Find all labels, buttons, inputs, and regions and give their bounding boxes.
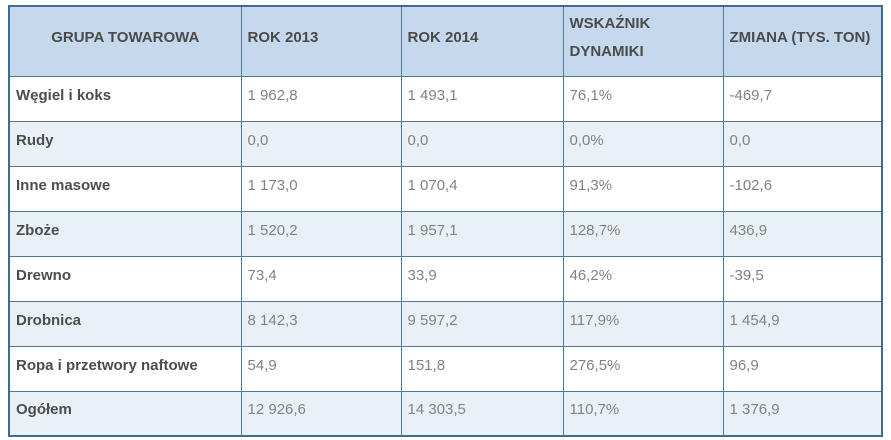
cell-rok-2014: 1 493,1 xyxy=(400,75,564,122)
cell-zmiana: -102,6 xyxy=(722,165,883,212)
cell-group: Inne masowe xyxy=(8,165,242,212)
cell-group: Ropa i przetwory naftowe xyxy=(8,345,242,392)
cell-rok-2013: 1 520,2 xyxy=(240,210,402,257)
column-header-rok-2014: ROK 2014 xyxy=(400,5,564,77)
cell-rok-2014: 1 957,1 xyxy=(400,210,564,257)
cell-group: Drobnica xyxy=(8,300,242,347)
cell-rok-2014: 151,8 xyxy=(400,345,564,392)
table-row-drobnica: Drobnica 8 142,3 9 597,2 117,9% 1 454,9 xyxy=(8,300,883,347)
cell-group: Rudy xyxy=(8,120,242,167)
column-header-zmiana: ZMIANA (TYS. TON) xyxy=(722,5,883,77)
cell-zmiana: 0,0 xyxy=(722,120,883,167)
column-header-wskaznik-dynamiki: WSKAŹNIK DYNAMIKI xyxy=(562,5,724,77)
table-row-wegiel-i-koks: Węgiel i koks 1 962,8 1 493,1 76,1% -469… xyxy=(8,75,883,122)
column-header-grupa-towarowa: GRUPA TOWAROWA xyxy=(8,5,242,77)
cell-rok-2014: 9 597,2 xyxy=(400,300,564,347)
table-row-inne-masowe: Inne masowe 1 173,0 1 070,4 91,3% -102,6 xyxy=(8,165,883,212)
cell-wskaznik-dynamiki: 128,7% xyxy=(562,210,724,257)
cell-wskaznik-dynamiki: 46,2% xyxy=(562,255,724,302)
cell-rok-2013: 73,4 xyxy=(240,255,402,302)
cell-zmiana: 436,9 xyxy=(722,210,883,257)
cell-group: Drewno xyxy=(8,255,242,302)
cell-rok-2013: 0,0 xyxy=(240,120,402,167)
cell-zmiana: 1 454,9 xyxy=(722,300,883,347)
cell-rok-2014: 0,0 xyxy=(400,120,564,167)
cell-rok-2013: 8 142,3 xyxy=(240,300,402,347)
cell-wskaznik-dynamiki: 91,3% xyxy=(562,165,724,212)
cell-wskaznik-dynamiki: 276,5% xyxy=(562,345,724,392)
cargo-stats-table: GRUPA TOWAROWA ROK 2013 ROK 2014 WSKAŹNI… xyxy=(8,5,883,437)
cell-group: Węgiel i koks xyxy=(8,75,242,122)
cell-zmiana: 96,9 xyxy=(722,345,883,392)
cell-wskaznik-dynamiki: 117,9% xyxy=(562,300,724,347)
cell-zmiana: 1 376,9 xyxy=(722,390,883,437)
cell-rok-2013: 1 173,0 xyxy=(240,165,402,212)
cell-rok-2014: 14 303,5 xyxy=(400,390,564,437)
table-row-ropa-i-przetwory-naftowe: Ropa i przetwory naftowe 54,9 151,8 276,… xyxy=(8,345,883,392)
table-row-ogolem: Ogółem 12 926,6 14 303,5 110,7% 1 376,9 xyxy=(8,390,883,437)
cell-rok-2014: 1 070,4 xyxy=(400,165,564,212)
cell-wskaznik-dynamiki: 0,0% xyxy=(562,120,724,167)
cell-rok-2014: 33,9 xyxy=(400,255,564,302)
cell-rok-2013: 1 962,8 xyxy=(240,75,402,122)
cell-rok-2013: 12 926,6 xyxy=(240,390,402,437)
table-row-drewno: Drewno 73,4 33,9 46,2% -39,5 xyxy=(8,255,883,302)
cell-group: Ogółem xyxy=(8,390,242,437)
cell-wskaznik-dynamiki: 76,1% xyxy=(562,75,724,122)
cell-zmiana: -469,7 xyxy=(722,75,883,122)
header-row: GRUPA TOWAROWA ROK 2013 ROK 2014 WSKAŹNI… xyxy=(8,5,883,77)
cell-rok-2013: 54,9 xyxy=(240,345,402,392)
table-row-zboze: Zboże 1 520,2 1 957,1 128,7% 436,9 xyxy=(8,210,883,257)
cell-zmiana: -39,5 xyxy=(722,255,883,302)
column-header-rok-2013: ROK 2013 xyxy=(240,5,402,77)
cell-wskaznik-dynamiki: 110,7% xyxy=(562,390,724,437)
cell-group: Zboże xyxy=(8,210,242,257)
table-row-rudy: Rudy 0,0 0,0 0,0% 0,0 xyxy=(8,120,883,167)
